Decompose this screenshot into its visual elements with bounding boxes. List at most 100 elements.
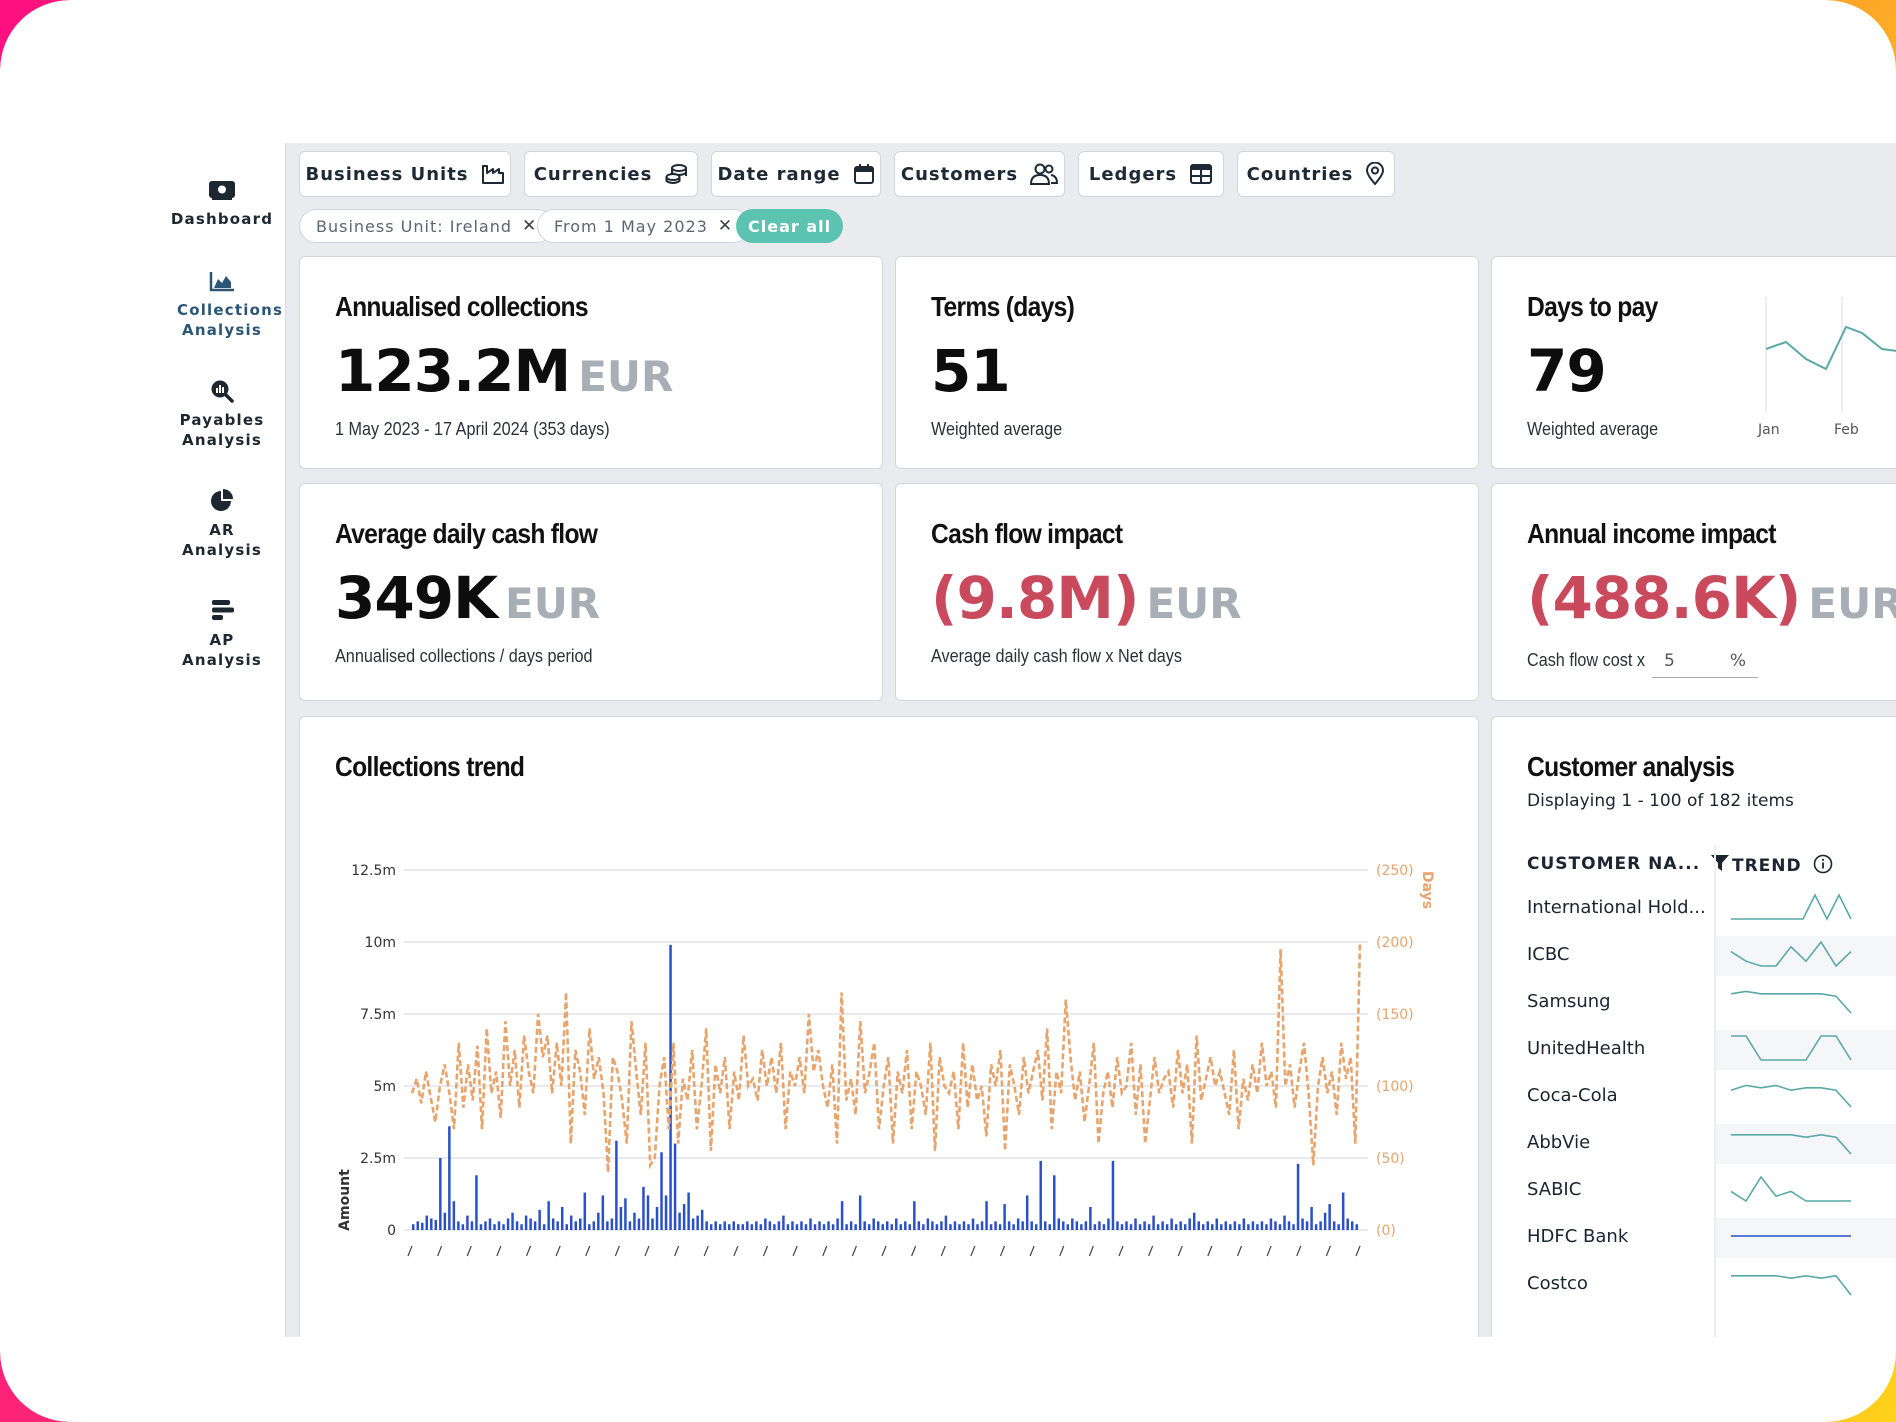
- x-tick: [674, 1245, 680, 1257]
- amount-bar: [822, 1224, 826, 1230]
- x-tick: [466, 1245, 472, 1257]
- amount-bar: [813, 1224, 817, 1230]
- amount-bar: [1120, 1224, 1124, 1230]
- y-tick-label: 0: [387, 1223, 396, 1239]
- amount-bar: [448, 1126, 451, 1230]
- amount-bar: [867, 1224, 871, 1230]
- amount-bar: [470, 1221, 474, 1230]
- table-row[interactable]: Samsung: [1527, 991, 1611, 1012]
- kpi-unit: EUR: [1808, 579, 1896, 628]
- y-tick-label: 10m: [365, 935, 396, 951]
- table-row[interactable]: Costco: [1527, 1273, 1588, 1294]
- amount-bar: [786, 1224, 790, 1230]
- close-icon[interactable]: ✕: [522, 216, 538, 236]
- column-header-trend[interactable]: TREND: [1732, 854, 1833, 876]
- filter-currencies-button[interactable]: Currencies: [524, 151, 698, 197]
- amount-bar: [425, 1215, 429, 1230]
- customer-analysis-card: Customer analysis Displaying 1 - 100 of …: [1491, 716, 1896, 1337]
- x-tick: [644, 1245, 650, 1257]
- amount-bar: [452, 1201, 456, 1230]
- x-tick: [822, 1245, 828, 1257]
- filter-countries-button[interactable]: Countries: [1237, 151, 1395, 197]
- amount-bar: [560, 1206, 564, 1230]
- filter-customers-button[interactable]: Customers: [894, 151, 1065, 197]
- amount-bar: [1084, 1221, 1088, 1230]
- close-icon[interactable]: ✕: [717, 216, 734, 236]
- filter-chip-date[interactable]: From 1 May 2023 ✕: [537, 209, 751, 243]
- coins-icon: [665, 164, 688, 184]
- filter-ledgers-button[interactable]: Ledgers: [1078, 151, 1224, 197]
- amount-bar: [488, 1218, 492, 1230]
- amount-bar: [759, 1224, 763, 1230]
- filter-date-range-button[interactable]: Date range: [711, 151, 881, 197]
- amount-bar: [1301, 1218, 1304, 1230]
- amount-bar: [1337, 1224, 1340, 1230]
- table-row[interactable]: AbbVie: [1527, 1132, 1591, 1153]
- sidebar-item-ar-analysis[interactable]: AR Analysis: [158, 488, 286, 560]
- info-icon[interactable]: [1813, 854, 1833, 874]
- kpi-annualised-collections: Annualised collections 123.2M EUR 1 May 2…: [299, 256, 883, 469]
- amount-bar: [443, 1212, 447, 1230]
- sidebar-item-collections-analysis[interactable]: Collections Analysis: [158, 268, 286, 340]
- y2-tick-label: (100): [1376, 1079, 1414, 1095]
- amount-bar: [872, 1218, 875, 1230]
- amount-bar: [506, 1218, 510, 1230]
- collections-trend-chart: 0 (0) 2.5m (50) 5m (100) 7.5m (150) 10m (200) 12.5…: [337, 863, 1435, 1257]
- filter-business-units-button[interactable]: Business Units: [299, 151, 511, 197]
- amount-bar: [935, 1224, 939, 1230]
- amount-bar: [696, 1215, 699, 1230]
- table-row[interactable]: ICBC: [1527, 944, 1570, 965]
- amount-bar: [944, 1215, 948, 1230]
- cash-flow-cost-input[interactable]: 5 %: [1652, 644, 1758, 678]
- sidebar-item-payables-analysis[interactable]: Payables Analysis: [158, 378, 286, 450]
- clear-all-button[interactable]: Clear all: [736, 209, 844, 243]
- column-header-customer-name[interactable]: CUSTOMER NA...: [1527, 854, 1730, 874]
- amount-bar: [574, 1221, 577, 1230]
- amount-bar: [700, 1209, 704, 1230]
- amount-bar: [723, 1221, 726, 1230]
- amount-bar: [673, 1143, 677, 1230]
- displaying-count: Displaying 1 - 100 of 182 items: [1527, 791, 1794, 811]
- collections-trend-card: Collections trend 0 (0) 2.5m (50) 5m (100) 7.5…: [299, 716, 1479, 1337]
- column-header-label: TREND: [1732, 856, 1802, 876]
- amount-bar: [1283, 1215, 1286, 1230]
- amount-bar: [1156, 1224, 1160, 1230]
- filter-chip-business-unit[interactable]: Business Unit: Ireland ✕: [299, 209, 555, 243]
- amount-bar: [1206, 1221, 1209, 1230]
- amount-bar: [1075, 1221, 1079, 1230]
- amount-bar: [601, 1195, 605, 1230]
- amount-bar: [579, 1218, 582, 1230]
- chip-label: From 1 May 2023: [554, 216, 708, 236]
- app-window: Dashboard Collections Analysis Payables …: [158, 143, 1896, 1337]
- kpi-days-to-pay: Days to pay 79 Weighted average Jan Feb: [1491, 256, 1896, 469]
- amount-bar: [1116, 1221, 1119, 1230]
- column-header-label: CUSTOMER NA...: [1527, 854, 1701, 874]
- table-row[interactable]: UnitedHealth: [1527, 1038, 1646, 1059]
- x-tick: [407, 1245, 413, 1257]
- table-row[interactable]: HDFC Bank: [1527, 1226, 1629, 1247]
- table-row[interactable]: International Hold...: [1527, 897, 1706, 918]
- amount-bar: [971, 1218, 975, 1230]
- kpi-value: (488.6K) EUR: [1527, 564, 1896, 632]
- amount-bar: [958, 1224, 961, 1230]
- sidebar-item-dashboard[interactable]: Dashboard: [158, 177, 286, 229]
- amount-bar: [1247, 1224, 1250, 1230]
- table-row[interactable]: SABIC: [1527, 1179, 1582, 1200]
- amount-bar: [1274, 1221, 1277, 1230]
- amount-bar: [714, 1221, 717, 1230]
- filter-label: Countries: [1246, 163, 1354, 185]
- kpi-unit: EUR: [1146, 579, 1242, 628]
- amount-bar: [1066, 1224, 1070, 1230]
- table-row[interactable]: Coca-Cola: [1527, 1085, 1618, 1106]
- amount-bar: [1129, 1224, 1133, 1230]
- trend-cell: [1716, 1265, 1896, 1305]
- amount-bar: [615, 1140, 618, 1230]
- amount-bar: [1053, 1175, 1056, 1230]
- chart-title: Collections trend: [335, 751, 525, 782]
- amount-bar: [728, 1224, 731, 1230]
- amount-bar: [1062, 1221, 1065, 1230]
- amount-bar: [430, 1218, 433, 1230]
- sidebar-item-ap-analysis[interactable]: AP Analysis: [158, 598, 286, 670]
- amount-bar: [1012, 1224, 1015, 1230]
- trend-sparkline: [1731, 893, 1852, 921]
